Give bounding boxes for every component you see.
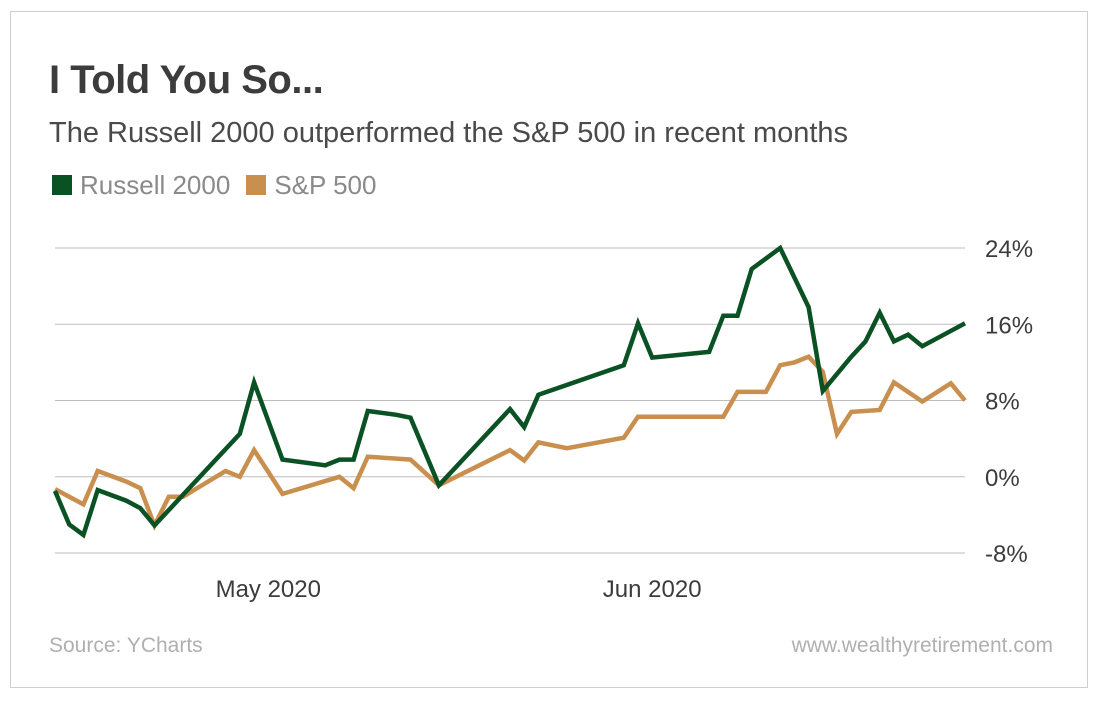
x-axis-ticks: May 2020 Jun 2020 bbox=[216, 576, 702, 603]
x-tick-label: May 2020 bbox=[216, 576, 321, 603]
legend: Russell 2000 S&P 500 bbox=[52, 172, 392, 198]
y-tick-label: 24% bbox=[985, 236, 1033, 263]
y-tick-label: -8% bbox=[985, 541, 1028, 568]
legend-label-sp500: S&P 500 bbox=[274, 170, 377, 200]
chart-frame bbox=[10, 11, 1088, 688]
y-tick-label: 0% bbox=[985, 465, 1020, 492]
source-label: Source: YCharts bbox=[49, 634, 203, 657]
series-line-sp-500 bbox=[53, 354, 967, 531]
y-axis-ticks: 24% 16% 8% 0% -8% bbox=[985, 236, 1033, 568]
chart-subtitle: The Russell 2000 outperformed the S&P 50… bbox=[49, 117, 849, 149]
legend-label-russell: Russell 2000 bbox=[80, 170, 231, 200]
legend-item-sp500: S&P 500 bbox=[246, 172, 376, 198]
legend-swatch-russell bbox=[52, 175, 72, 195]
series-line-russell-2000 bbox=[52, 244, 967, 539]
legend-item-russell: Russell 2000 bbox=[52, 172, 230, 198]
y-tick-label: 8% bbox=[985, 389, 1020, 416]
website-label: www.wealthyretirement.com bbox=[791, 634, 1053, 657]
series-lines bbox=[52, 244, 967, 539]
legend-swatch-sp500 bbox=[246, 175, 267, 195]
chart-title: I Told You So... bbox=[49, 58, 324, 102]
x-tick-label: Jun 2020 bbox=[603, 576, 702, 603]
y-tick-label: 16% bbox=[985, 312, 1033, 339]
